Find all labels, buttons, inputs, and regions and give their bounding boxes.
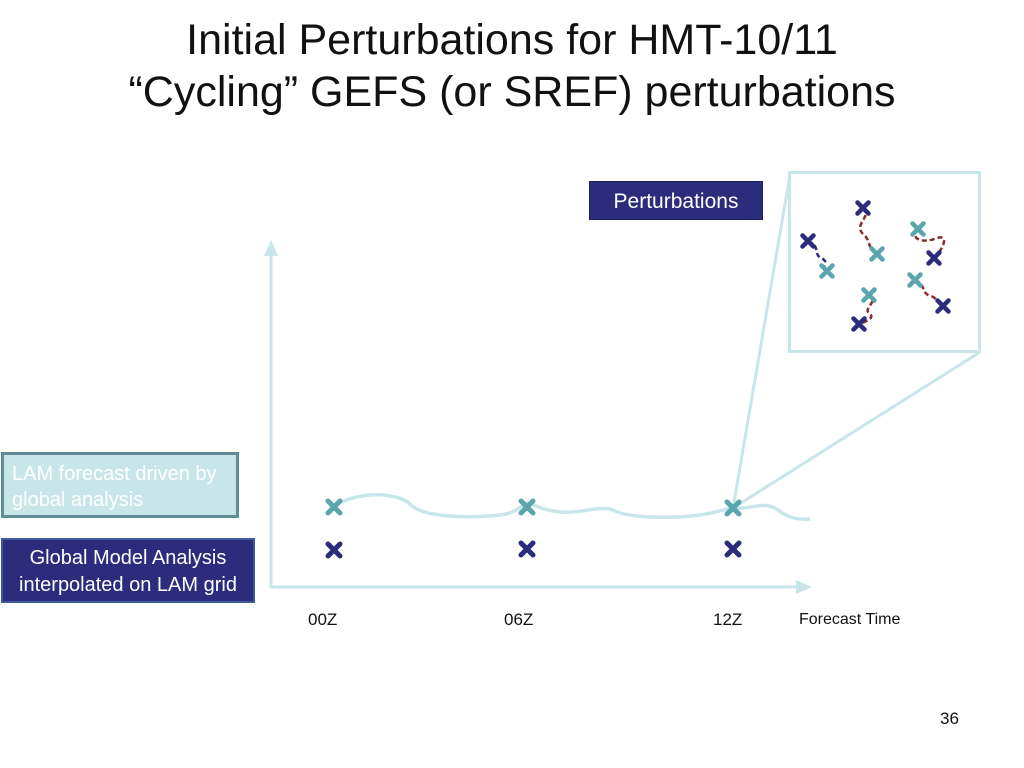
- lam-forecast-label: LAM forecast driven by global analysis: [1, 452, 239, 518]
- global-model-line-1: Global Model Analysis: [29, 547, 227, 569]
- perturbations-inset: [788, 171, 981, 353]
- forecast-marker-pert-4: [864, 290, 875, 301]
- title-line-1: Initial Perturbations for HMT-10/11: [186, 16, 838, 64]
- title-line-2: “Cycling” GEFS (or SREF) perturbations: [128, 68, 896, 116]
- analysis-marker-pert-1: [803, 236, 814, 247]
- forecast-marker-pert-3: [913, 224, 924, 235]
- analysis-marker-12z: [727, 543, 739, 555]
- forecast-marker-pert-2: [872, 249, 883, 260]
- analysis-marker-pert-3: [929, 253, 940, 264]
- perturbation-link-2: [858, 207, 878, 256]
- y-axis-arrow: [264, 240, 278, 256]
- analysis-marker-pert-5: [938, 301, 949, 312]
- slide-title: Initial Perturbations for HMT-10/11 “Cyc…: [0, 14, 1024, 118]
- zoom-line-upper: [731, 174, 792, 509]
- tick-06z: 06Z: [504, 610, 534, 629]
- forecast-marker-00z: [328, 501, 340, 513]
- page-number: 36: [940, 709, 959, 728]
- analysis-marker-pert-2: [858, 203, 869, 214]
- zoom-line-lower: [732, 350, 981, 510]
- x-axis-arrow: [796, 580, 812, 594]
- analysis-marker-pert-4: [854, 319, 865, 330]
- tick-00z: 00Z: [308, 610, 338, 629]
- perturbations-label: Perturbations: [589, 181, 763, 220]
- analysis-marker-00z: [328, 544, 340, 556]
- lam-forecast-trajectory: [333, 493, 811, 521]
- analysis-marker-06z: [521, 543, 533, 555]
- forecast-marker-pert-5: [910, 275, 921, 286]
- perturbation-link-4: [858, 293, 875, 326]
- tick-12z: 12Z: [713, 610, 743, 629]
- perturbations-inset-plot: [791, 174, 978, 350]
- global-model-analysis-label: Global Model Analysis interpolated on LA…: [1, 538, 255, 603]
- global-model-line-2: interpolated on LAM grid: [19, 574, 237, 596]
- forecast-marker-pert-1: [822, 266, 833, 277]
- forecast-time-label: Forecast Time: [799, 611, 901, 628]
